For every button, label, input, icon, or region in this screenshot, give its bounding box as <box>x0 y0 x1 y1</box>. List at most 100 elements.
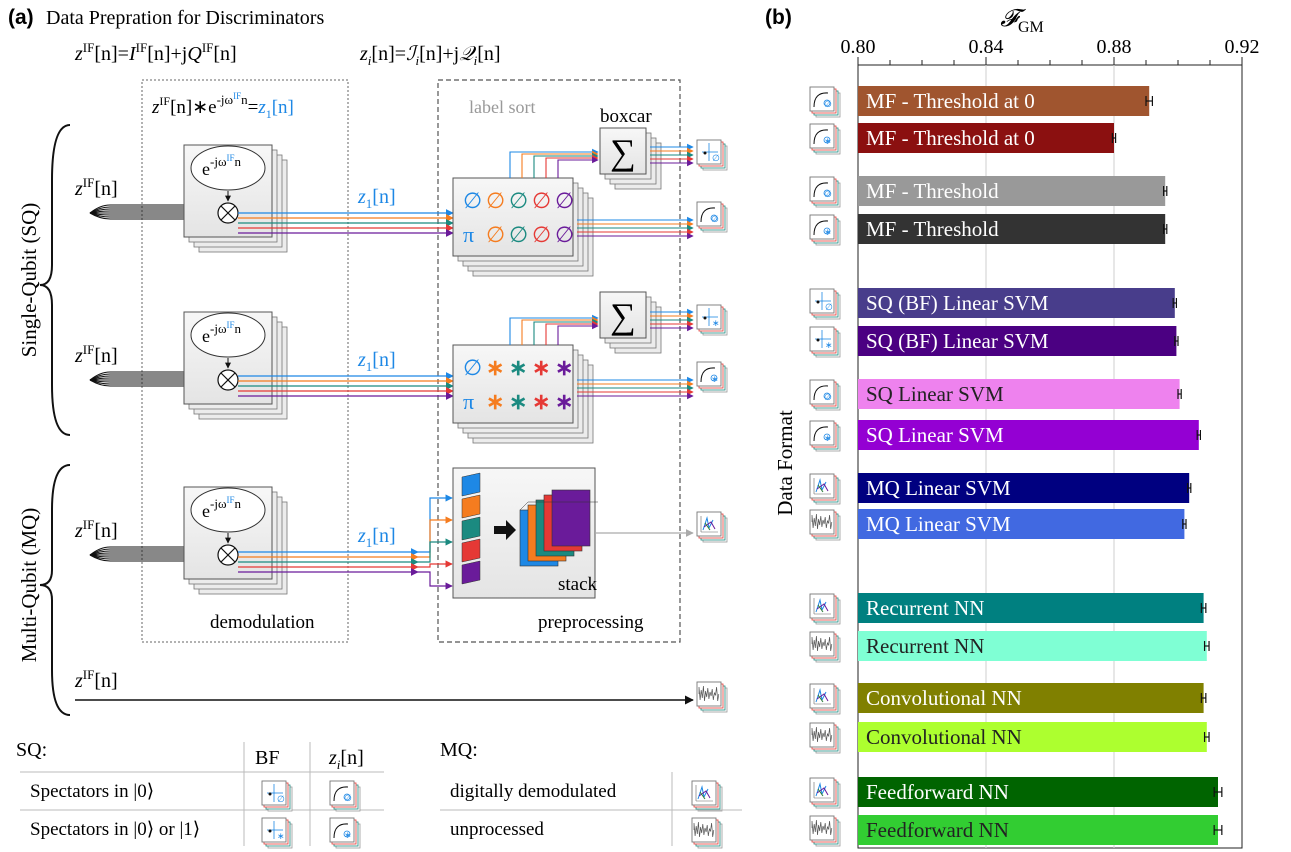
input-wire <box>89 548 196 556</box>
signal-label-2: z1[n] <box>357 349 396 374</box>
bar-label: SQ (BF) Linear SVM <box>866 291 1049 315</box>
legend-bf-icon-1: ∅ <box>261 780 293 812</box>
data-format-icon <box>809 509 841 541</box>
bar-group: MF - Threshold at 0 ∅ <box>809 86 1154 118</box>
output-z-icon-2: ∗ <box>696 361 728 393</box>
data-format-icon <box>809 722 841 754</box>
svg-text:∅: ∅ <box>277 794 285 804</box>
grid-symbol: ∅ <box>532 188 551 213</box>
bar <box>858 326 1177 356</box>
bar <box>858 420 1199 450</box>
stack-slice-q3 <box>461 516 481 541</box>
svg-text:∗: ∗ <box>344 830 352 840</box>
input-label-raw: zIF[n] <box>74 667 118 692</box>
data-format-icon: ∅ <box>809 176 841 208</box>
eq-iq: zIF[n]=IIF[n]+jQIF[n] <box>74 40 237 65</box>
panel-a-tag: (a) <box>8 6 34 29</box>
bar <box>858 509 1185 539</box>
panel-a-title: Data Prepration for Discriminators <box>46 7 324 29</box>
grid-symbol: ∅ <box>555 188 574 213</box>
stack-slice-q4 <box>461 538 481 563</box>
oscillator-label: e-jωIFn <box>202 495 242 521</box>
preprocessing-frame <box>437 79 681 643</box>
legend-sq-label: SQ: <box>16 739 47 761</box>
bar-label: Recurrent NN <box>866 596 984 620</box>
demodulation-caption: demodulation <box>210 612 315 633</box>
oscillator-label: e-jωIFn <box>202 153 242 179</box>
bar-label: Feedforward NN <box>866 818 1009 842</box>
grid-symbol: ∗ <box>509 389 527 414</box>
bar <box>858 815 1218 845</box>
legend-row1: Spectators in |0⟩ <box>30 781 154 802</box>
bar <box>858 631 1207 661</box>
bar-group: Recurrent NN <box>809 593 1207 625</box>
grid-symbol: ∗ <box>532 355 550 380</box>
grid-symbol: ∅ <box>463 355 482 380</box>
grid-symbol: π <box>463 222 474 247</box>
bar-group: SQ (BF) Linear SVM ∗ <box>809 326 1179 358</box>
input-wire <box>89 377 196 381</box>
svg-text:∗: ∗ <box>824 433 832 443</box>
svg-text:∅: ∅ <box>344 793 352 803</box>
bar <box>858 214 1166 244</box>
bar-group: Recurrent NN <box>809 631 1210 663</box>
legend-z-icon-2: ∗ <box>329 817 361 849</box>
row-label-multi-qubit: Multi-Qubit (MQ) <box>17 508 41 663</box>
data-format-icon: ∗ <box>809 123 841 155</box>
bar <box>858 777 1218 807</box>
signal-label-3: z1[n] <box>357 525 396 550</box>
bar-label: MF - Threshold at 0 <box>866 89 1035 113</box>
bar <box>858 176 1166 206</box>
grid-symbol: ∗ <box>555 389 573 414</box>
legend-mq-row1: digitally demodulated <box>450 781 617 802</box>
boxcar-caption: boxcar <box>600 106 652 127</box>
data-format-icon <box>809 473 841 505</box>
bar-label: Feedforward NN <box>866 780 1009 804</box>
bar <box>858 593 1204 623</box>
grid-symbol: ∗ <box>555 355 573 380</box>
legend-z-icon-1: ∅ <box>329 780 361 812</box>
preprocessing-caption: preprocessing <box>538 612 644 633</box>
bar-label: Convolutional NN <box>866 686 1022 710</box>
data-format-icon: ∅ <box>809 288 841 320</box>
legend-mq-row2: unprocessed <box>450 819 544 840</box>
label-sort-caption: label sort <box>469 97 535 117</box>
legend-mq-raw-icon <box>691 817 723 849</box>
brace-single-qubit <box>39 124 71 436</box>
legend-bf-icon-2: ∗ <box>261 817 293 849</box>
bar-label: SQ Linear SVM <box>866 423 1004 447</box>
row-label-single-qubit: Single-Qubit (SQ) <box>17 203 41 358</box>
svg-text:∗: ∗ <box>277 831 285 841</box>
bar-label: Convolutional NN <box>866 725 1022 749</box>
output-mq-raw-icon <box>696 681 728 713</box>
bar-group: Feedforward NN <box>809 815 1223 847</box>
bar-group: Convolutional NN <box>809 683 1207 715</box>
svg-text:∅: ∅ <box>824 99 832 109</box>
output-z-icon-1: ∅ <box>696 201 728 233</box>
bar <box>858 379 1180 409</box>
input-label-1: zIF[n] <box>74 175 118 200</box>
grid-symbol: ∗ <box>532 389 550 414</box>
sum-icon: ∑ <box>610 296 636 336</box>
bar-group: MF - Threshold at 0 ∗ <box>809 123 1117 155</box>
svg-text:∗: ∗ <box>824 227 832 237</box>
signal-label-1: z1[n] <box>357 186 396 211</box>
oscillator-bubble <box>190 312 266 358</box>
label-sort-grid-2 <box>452 344 574 424</box>
output-bf-icon-1: ∅ <box>696 139 728 171</box>
bar <box>858 86 1150 116</box>
legend-table: SQ: BF zi[n] Spectators in |0⟩ Spectator… <box>16 739 742 849</box>
grid-symbol: ∗ <box>486 355 504 380</box>
svg-text:∅: ∅ <box>824 189 832 199</box>
oscillator-bubble <box>190 145 266 191</box>
bar-group: MF - Threshold ∗ <box>809 214 1168 246</box>
grid-symbol: ∗ <box>486 389 504 414</box>
grid-symbol: π <box>463 389 474 414</box>
x-tick-label: 0.80 <box>841 36 876 58</box>
legend-icons: ∅ ∅ ∗ ∗ <box>261 780 723 849</box>
mq-row: zIF[n] e-jωIFn z1[n] stack <box>74 467 728 599</box>
